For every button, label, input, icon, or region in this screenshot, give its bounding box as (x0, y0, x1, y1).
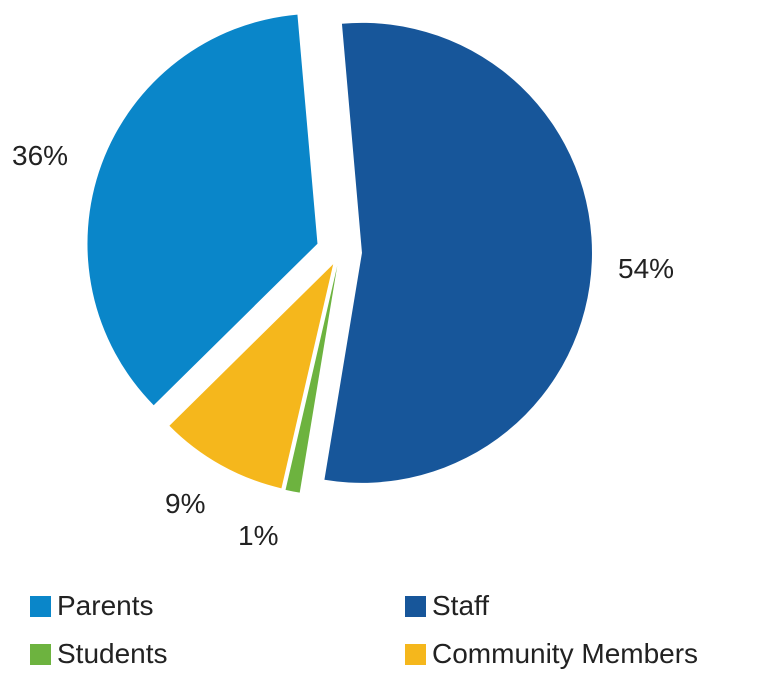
legend-item-parents: Parents (30, 590, 154, 622)
pie-chart: 54% 1% 9% 36% (12, 14, 674, 551)
labels-group: 54% 1% 9% 36% (12, 140, 674, 551)
legend-label-staff: Staff (432, 590, 490, 621)
legend-swatch-community-members (405, 643, 426, 665)
label-students: 1% (238, 520, 278, 551)
slice-community-members (169, 264, 334, 489)
legend-label-parents: Parents (57, 590, 154, 621)
slices-group (87, 14, 592, 493)
legend-item-students: Students (30, 638, 168, 670)
legend-item-staff: Staff (405, 590, 489, 622)
label-parents: 36% (12, 140, 68, 171)
legend: Parents Staff Students Community Members (30, 590, 770, 687)
slice-staff (324, 22, 592, 483)
legend-swatch-students (30, 643, 51, 665)
legend-label-community-members: Community Members (432, 638, 699, 669)
legend-label-students: Students (57, 638, 168, 669)
legend-swatch-parents (30, 595, 51, 617)
slice-students (285, 265, 338, 493)
label-community-members: 9% (165, 488, 205, 519)
legend-swatch-staff (405, 595, 426, 617)
label-staff: 54% (618, 253, 674, 284)
slice-parents (87, 14, 318, 406)
legend-item-community-members: Community Members (405, 638, 698, 670)
